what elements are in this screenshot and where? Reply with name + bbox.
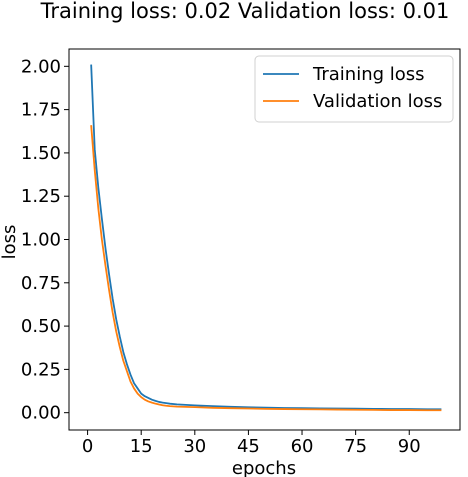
series-line-training-loss [90, 64, 442, 411]
y-tick-label: 0.00 [21, 403, 61, 424]
y-tick-label: 1.25 [21, 186, 61, 207]
series-lines [90, 64, 442, 412]
y-axis-ticks: 0.00 0.25 0.50 0.75 1.00 1.25 1.50 1.75 2.00 [21, 56, 69, 424]
x-tick-label: 60 [291, 436, 314, 457]
legend-box [254, 55, 454, 123]
series-line-validation-loss [90, 125, 442, 412]
legend-label-validation-loss: Validation loss [313, 91, 442, 112]
x-tick-label: 75 [344, 436, 367, 457]
y-tick-label: 0.25 [21, 359, 61, 380]
legend-label-training-loss: Training loss [312, 64, 425, 85]
chart-title: Training loss: 0.02 Validation loss: 0.0… [40, 0, 450, 23]
x-tick-label: 30 [183, 436, 206, 457]
y-tick-label: 2.00 [21, 56, 61, 77]
x-tick-label: 90 [398, 436, 421, 457]
y-tick-label: 0.50 [21, 316, 61, 337]
y-tick-label: 0.75 [21, 273, 61, 294]
x-axis-label: epochs [232, 458, 296, 477]
x-tick-label: 45 [237, 436, 260, 457]
y-tick-label: 1.75 [21, 100, 61, 121]
x-tick-label: 0 [82, 436, 93, 457]
y-axis-label: loss [0, 225, 20, 260]
legend: Training loss Validation loss [254, 55, 454, 123]
x-tick-label: 15 [130, 436, 153, 457]
y-tick-label: 1.50 [21, 143, 61, 164]
y-tick-label: 1.00 [21, 230, 61, 251]
x-axis-ticks: 0 15 30 45 60 75 90 [82, 430, 421, 457]
